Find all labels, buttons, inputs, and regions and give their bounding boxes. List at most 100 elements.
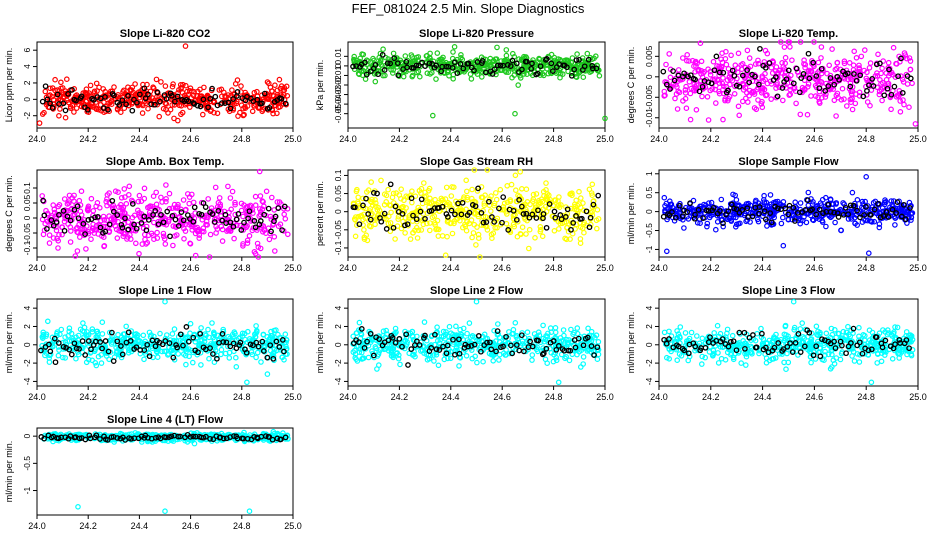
data-point [180,219,187,226]
highlight-point [105,106,111,113]
highlight-point [370,352,377,359]
data-point [107,99,114,106]
data-point [166,190,173,197]
data-point [205,196,212,202]
highlight-point [845,211,852,218]
data-point [100,223,107,230]
data-point [161,233,167,240]
highlight-point [806,75,813,82]
highlight-point [105,348,112,355]
outlier-point [182,43,189,49]
data-point [259,108,266,115]
data-point [458,54,464,61]
data-point [185,346,192,352]
highlight-point [399,343,405,350]
highlight-point [549,68,556,74]
data-point [496,351,503,358]
data-point [252,193,259,200]
highlight-point [761,208,768,215]
x-tick-label: 24.8 [857,263,875,273]
data-point [249,207,256,213]
highlight-point [172,216,179,223]
data-point [365,187,372,193]
data-point [761,199,768,205]
data-point [777,39,784,45]
data-point [762,92,769,99]
data-point [164,332,170,338]
highlight-point [111,92,117,99]
data-point [589,192,596,199]
highlight-point [509,350,516,357]
highlight-point [752,73,758,80]
highlight-point [190,334,197,341]
data-point [744,47,751,54]
data-point [805,202,812,209]
x-tick-label: 25.0 [596,263,614,273]
data-point [187,104,193,110]
chart-title: Slope Line 1 Flow [119,285,212,297]
data-point [414,69,420,76]
highlight-point [851,71,857,77]
data-point [490,357,497,364]
highlight-point [456,350,463,357]
data-point [390,354,397,361]
highlight-point [869,76,876,82]
data-point [426,185,433,192]
data-point [833,92,840,99]
highlight-point [445,214,451,220]
highlight-point [68,351,75,358]
highlight-point [454,70,461,76]
data-point [163,198,169,205]
data-point [229,188,236,195]
highlight-point [79,338,86,344]
highlight-point [793,65,800,72]
data-point [494,225,500,231]
data-point [420,221,427,228]
highlight-point [782,205,789,212]
highlight-point [681,70,687,77]
highlight-point [898,213,905,220]
highlight-point [813,73,820,79]
data-point [469,186,475,193]
data-point [515,82,522,88]
data-point [876,330,883,337]
data-point [141,356,147,363]
highlight-point [684,209,690,215]
highlight-point [272,213,279,220]
highlight-point [573,213,579,219]
data-point [238,83,244,89]
highlight-point [790,80,797,87]
data-point [118,195,125,201]
highlight-point [513,60,520,67]
highlight-point [273,338,280,345]
data-point [694,60,700,67]
y-tick-label: -0.04 [333,94,343,114]
outlier-point [865,250,872,257]
data-point [136,192,143,199]
highlight-point [137,91,143,98]
data-point [846,59,853,66]
y-tick-label: -2 [22,359,32,367]
highlight-point [731,205,737,212]
data-point [270,353,277,360]
data-point [85,207,91,214]
data-point [382,346,389,352]
highlight-point [543,224,550,231]
data-point [424,52,430,59]
highlight-point [570,220,577,226]
highlight-point [535,337,542,344]
data-point [704,220,711,227]
data-point [840,200,846,206]
data-point [480,358,486,365]
chart-panel: Slope Li-820 Temp.degrees C per min.24.0… [626,28,927,144]
data-point [867,60,874,66]
highlight-point [271,218,277,225]
data-point [360,195,366,202]
highlight-point [489,71,496,77]
highlight-point [230,223,237,230]
data-point [200,111,206,118]
highlight-point [154,89,161,96]
data-point [232,81,239,87]
highlight-point [767,210,774,216]
data-point [406,350,413,357]
